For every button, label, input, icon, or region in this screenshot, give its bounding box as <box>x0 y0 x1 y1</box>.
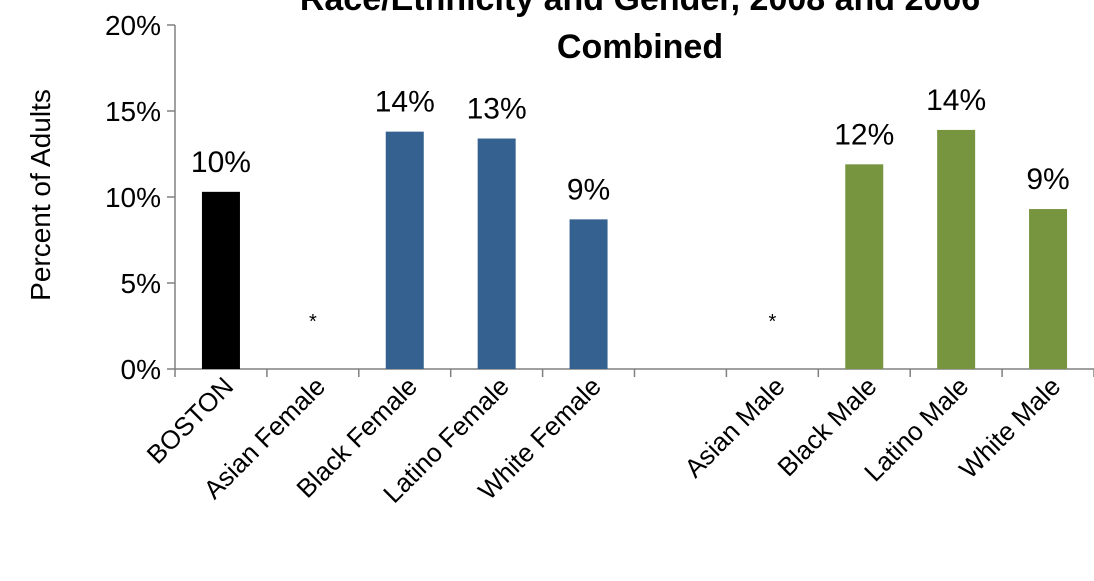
data-label: 12% <box>834 118 894 151</box>
y-axis-label: Percent of Adults <box>25 89 56 301</box>
category-label: Asian Male <box>678 371 790 483</box>
y-tick-label: 20% <box>105 10 161 41</box>
bar <box>385 131 424 369</box>
data-label: 9% <box>1026 163 1069 196</box>
data-label: 10% <box>191 146 251 179</box>
data-label: * <box>768 311 776 333</box>
category-label: BOSTON <box>141 371 240 470</box>
chart-title-line-1: Race/Ethnicity and Gender, 2008 and 2006 <box>300 0 980 18</box>
y-tick-label: 10% <box>105 182 161 213</box>
data-label: 14% <box>926 84 986 117</box>
bars <box>201 129 1068 369</box>
y-tick-label: 15% <box>105 96 161 127</box>
bar <box>477 138 516 369</box>
bar <box>845 164 884 369</box>
data-label: * <box>309 311 317 333</box>
data-label: 14% <box>375 86 435 119</box>
data-label: 9% <box>567 173 610 206</box>
y-tick-label: 5% <box>121 268 161 299</box>
data-label: 13% <box>467 93 527 126</box>
y-axis: 0% 5% 10% 15% 20% <box>105 10 176 385</box>
bar <box>1029 209 1068 369</box>
chart-title: Race/Ethnicity and Gender, 2008 and 2006… <box>300 0 980 66</box>
data-labels: 10% * 14% 13% 9% * 12% 14% 9% <box>191 84 1070 333</box>
chart-title-line-2: Combined <box>557 28 723 66</box>
bar <box>569 219 608 369</box>
y-tick-label: 0% <box>121 354 161 385</box>
bar <box>937 129 976 369</box>
bar <box>201 191 240 369</box>
